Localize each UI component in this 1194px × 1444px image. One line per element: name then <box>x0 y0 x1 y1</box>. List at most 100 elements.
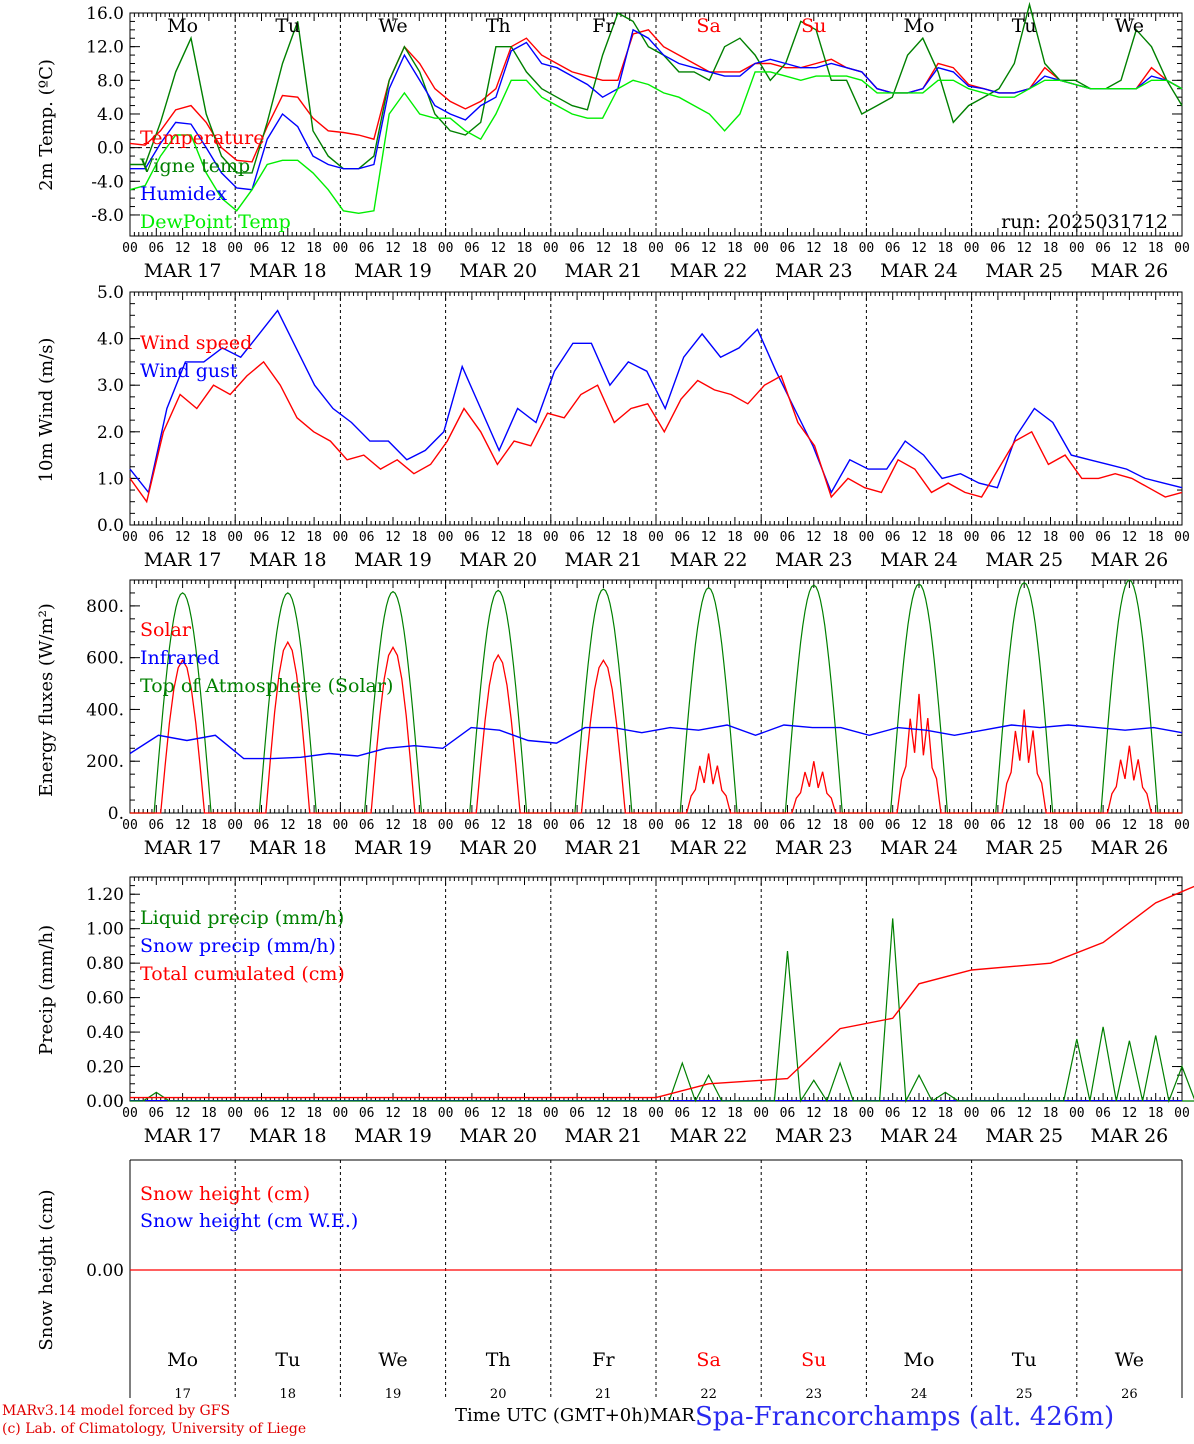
hour-tick-label: 12 <box>1122 1106 1138 1121</box>
y-tick-label: 16.0 <box>86 4 124 24</box>
date-label: MAR 17 <box>144 837 222 859</box>
day-name: Mo <box>167 1349 198 1371</box>
date-label: MAR 23 <box>775 1125 853 1147</box>
day-number: 21 <box>595 1387 612 1402</box>
hour-tick-label: 12 <box>596 1106 612 1121</box>
hour-tick-label: 00 <box>122 1106 138 1121</box>
legend-wind-gust: Wind gust <box>140 360 238 382</box>
hour-tick-label: 00 <box>648 530 664 545</box>
day-name: Fr <box>592 1349 615 1371</box>
hour-tick-label: 00 <box>859 241 875 256</box>
date-label: MAR 26 <box>1091 549 1169 571</box>
hour-tick-label: 06 <box>780 818 796 833</box>
series-wind-speed <box>129 360 1183 504</box>
day-name: Mo <box>904 1349 935 1371</box>
hour-tick-label: 06 <box>254 818 270 833</box>
legend-temperature: Temperature <box>140 127 264 149</box>
date-label: MAR 25 <box>985 260 1063 282</box>
y-tick-label: 200. <box>86 752 124 772</box>
legend-vigne-temp: Vigne temp <box>139 155 250 177</box>
hour-tick-label: 06 <box>1095 1106 1111 1121</box>
hour-tick-label: 06 <box>254 530 270 545</box>
hour-tick-label: 18 <box>937 1106 953 1121</box>
hour-tick-label: 00 <box>333 1106 349 1121</box>
hour-tick-label: 00 <box>438 1106 454 1121</box>
hour-tick-label: 12 <box>806 241 822 256</box>
hour-tick-label: 06 <box>1095 241 1111 256</box>
hour-tick-label: 06 <box>990 241 1006 256</box>
hour-tick-label: 06 <box>1095 530 1111 545</box>
date-label: MAR 21 <box>565 260 643 282</box>
hour-tick-label: 06 <box>990 818 1006 833</box>
hour-tick-label: 12 <box>911 530 927 545</box>
series-toa-day <box>656 587 762 814</box>
series-solar-day <box>550 659 656 814</box>
hour-tick-label: 06 <box>148 241 164 256</box>
hour-tick-label: 12 <box>701 530 717 545</box>
hour-tick-label: 06 <box>569 241 585 256</box>
y-tick-label: 4.0 <box>97 105 124 125</box>
hour-tick-label: 18 <box>727 1106 743 1121</box>
hour-tick-label: 06 <box>990 530 1006 545</box>
hour-tick-label: 18 <box>1043 1106 1059 1121</box>
y-axis-label-2: 10m Wind (m/s) <box>36 338 57 483</box>
day-name: We <box>378 15 407 37</box>
hour-tick-label: 00 <box>1069 1106 1085 1121</box>
hour-tick-label: 00 <box>1174 818 1190 833</box>
hour-tick-label: 12 <box>490 241 506 256</box>
day-name: Sa <box>696 15 720 37</box>
hour-tick-label: 12 <box>806 818 822 833</box>
legend-snow-precip-mm-h-: Snow precip (mm/h) <box>140 935 336 957</box>
hour-tick-label: 18 <box>622 530 638 545</box>
series-vigne-temp <box>130 1 1183 174</box>
hour-tick-label: 06 <box>569 1106 585 1121</box>
hour-tick-label: 12 <box>175 241 191 256</box>
series-total-cumulated <box>130 885 1194 1099</box>
date-label: MAR 24 <box>880 1125 958 1147</box>
legend-wind-speed: Wind speed <box>140 332 252 354</box>
date-label: MAR 17 <box>144 549 222 571</box>
day-name: Th <box>486 1349 511 1371</box>
y-tick-label: 2.0 <box>97 423 124 443</box>
hour-tick-label: 12 <box>596 818 612 833</box>
hour-tick-label: 06 <box>885 241 901 256</box>
hour-tick-label: 18 <box>517 818 533 833</box>
hour-tick-label: 12 <box>1016 241 1032 256</box>
hour-tick-label: 18 <box>306 241 322 256</box>
hour-tick-label: 12 <box>596 530 612 545</box>
date-label: MAR 22 <box>670 260 748 282</box>
hour-tick-label: 06 <box>674 1106 690 1121</box>
day-number: 17 <box>174 1387 191 1402</box>
day-name: Tu <box>1012 15 1037 37</box>
date-label: MAR 20 <box>459 549 537 571</box>
date-label: MAR 23 <box>775 549 853 571</box>
hour-tick-label: 12 <box>806 1106 822 1121</box>
series-toa-day <box>1076 579 1182 814</box>
hour-tick-label: 00 <box>333 818 349 833</box>
hour-tick-label: 06 <box>885 818 901 833</box>
hour-tick-label: 12 <box>596 241 612 256</box>
hour-tick-label: 18 <box>411 241 427 256</box>
hour-tick-label: 00 <box>333 530 349 545</box>
series-wind-gust <box>129 309 1183 495</box>
series-solar-day <box>656 753 762 814</box>
hour-tick-label: 00 <box>543 241 559 256</box>
y-axis-label-3: Energy fluxes (W/m²) <box>36 603 57 797</box>
y-tick-label: 1.0 <box>97 469 124 489</box>
hour-tick-label: 18 <box>306 818 322 833</box>
series-dewpoint-temp <box>129 71 1183 215</box>
series-solar-day <box>340 645 446 814</box>
hour-tick-label: 12 <box>175 818 191 833</box>
hour-tick-label: 18 <box>1148 818 1164 833</box>
hour-tick-label: 06 <box>780 241 796 256</box>
hour-tick-label: 12 <box>490 818 506 833</box>
hour-tick-label: 18 <box>832 1106 848 1121</box>
date-label: MAR 19 <box>354 549 432 571</box>
date-label: MAR 25 <box>985 1125 1063 1147</box>
day-number: 24 <box>911 1387 928 1402</box>
hour-tick-label: 18 <box>832 818 848 833</box>
date-label: MAR 17 <box>144 260 222 282</box>
hour-tick-label: 00 <box>1069 241 1085 256</box>
hour-tick-label: 00 <box>227 530 243 545</box>
